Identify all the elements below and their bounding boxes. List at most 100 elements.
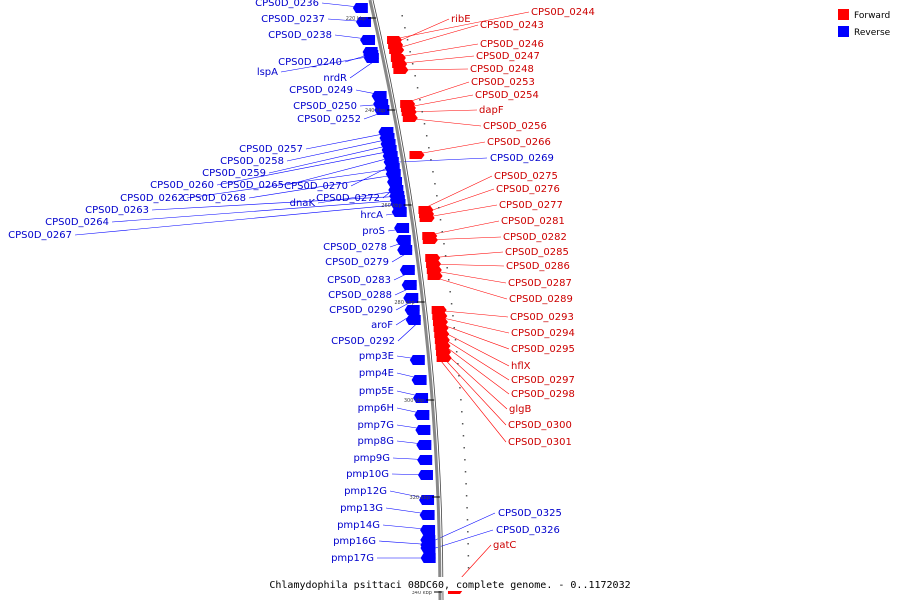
gene-label-cps0d_0277[interactable]: CPS0D_0277 <box>499 200 563 211</box>
gene-label-cps0d_0298[interactable]: CPS0D_0298 <box>511 389 575 400</box>
gene-feature-cps0d_0326[interactable] <box>420 543 436 553</box>
gene-label-pmp6h[interactable]: pmp6H <box>358 403 394 414</box>
gene-label-cps0d_0279[interactable]: CPS0D_0279 <box>325 257 389 268</box>
gene-label-cps0d_0282[interactable]: CPS0D_0282 <box>503 232 567 243</box>
gene-label-pmp8g[interactable]: pmp8G <box>357 436 394 447</box>
gene-label-cps0d_0283[interactable]: CPS0D_0283 <box>327 275 391 286</box>
gene-label-glgb[interactable]: glgB <box>509 404 531 415</box>
gene-label-nrdr[interactable]: nrdR <box>323 73 347 84</box>
gene-label-cps0d_0275[interactable]: CPS0D_0275 <box>494 171 558 182</box>
gene-feature-cps0d_0301[interactable] <box>436 354 452 362</box>
gene-label-cps0d_0268[interactable]: CPS0D_0268 <box>182 193 246 204</box>
gene-label-pmp13g[interactable]: pmp13G <box>340 503 383 514</box>
gene-label-cps0d_0240[interactable]: CPS0D_0240 <box>278 57 342 68</box>
gene-feature-nrdr[interactable] <box>363 53 379 63</box>
gene-feature-cps0d_0292[interactable] <box>405 315 421 325</box>
gene-feature-pmp8g[interactable] <box>416 440 432 450</box>
gene-feature-pmp14g[interactable] <box>420 525 436 535</box>
gene-feature-cps0d_0243[interactable] <box>389 46 405 54</box>
gene-label-cps0d_0290[interactable]: CPS0D_0290 <box>329 305 393 316</box>
gene-feature-cps0d_0283[interactable] <box>399 265 415 275</box>
gene-feature-pmp3e[interactable] <box>409 355 425 365</box>
gene-label-cps0d_0253[interactable]: CPS0D_0253 <box>471 77 535 88</box>
gene-label-cps0d_0258[interactable]: CPS0D_0258 <box>220 156 284 167</box>
gene-label-ribe[interactable]: ribE <box>451 14 471 25</box>
gene-label-cps0d_0244[interactable]: CPS0D_0244 <box>531 7 595 18</box>
gene-label-pmp12g[interactable]: pmp12G <box>344 486 387 497</box>
gene-label-cps0d_0285[interactable]: CPS0D_0285 <box>505 247 569 258</box>
gene-label-cps0d_0301[interactable]: CPS0D_0301 <box>508 437 572 448</box>
gene-feature-cps0d_0290[interactable] <box>403 293 419 303</box>
gene-label-cps0d_0325[interactable]: CPS0D_0325 <box>498 508 562 519</box>
gene-label-lspa[interactable]: lspA <box>257 67 278 78</box>
gene-label-cps0d_0249[interactable]: CPS0D_0249 <box>289 85 353 96</box>
gene-label-cps0d_0297[interactable]: CPS0D_0297 <box>511 375 575 386</box>
gene-label-cps0d_0265[interactable]: CPS0D_0265 <box>220 180 284 191</box>
gene-feature-hrca[interactable] <box>391 207 407 217</box>
gene-label-cps0d_0266[interactable]: CPS0D_0266 <box>487 137 551 148</box>
gene-feature-cps0d_0288[interactable] <box>401 280 417 290</box>
gene-label-cps0d_0286[interactable]: CPS0D_0286 <box>506 261 570 272</box>
gene-label-pmp16g[interactable]: pmp16G <box>333 536 376 547</box>
gene-label-cps0d_0260[interactable]: CPS0D_0260 <box>150 180 214 191</box>
gene-label-cps0d_0259[interactable]: CPS0D_0259 <box>202 168 266 179</box>
gene-label-cps0d_0247[interactable]: CPS0D_0247 <box>476 51 540 62</box>
gene-feature-cps0d_0238[interactable] <box>360 35 376 45</box>
gene-label-pmp4e[interactable]: pmp4E <box>359 368 394 379</box>
gene-label-pmp14g[interactable]: pmp14G <box>337 520 380 531</box>
gene-label-cps0d_0256[interactable]: CPS0D_0256 <box>483 121 547 132</box>
gene-feature-pmp4e[interactable] <box>411 375 427 385</box>
gene-feature-pmp12g[interactable] <box>419 495 435 505</box>
gene-feature-cps0d_0325[interactable] <box>420 535 436 545</box>
gene-feature-pmp13g[interactable] <box>419 510 435 520</box>
gene-label-cps0d_0293[interactable]: CPS0D_0293 <box>510 312 574 323</box>
gene-label-cps0d_0295[interactable]: CPS0D_0295 <box>511 344 575 355</box>
gene-label-cps0d_0276[interactable]: CPS0D_0276 <box>496 184 560 195</box>
gene-label-cps0d_0289[interactable]: CPS0D_0289 <box>509 294 573 305</box>
gene-label-arof[interactable]: aroF <box>371 320 393 331</box>
gene-feature-cps0d_0277[interactable] <box>419 214 435 222</box>
gene-feature-cps0d_0269[interactable] <box>383 157 399 167</box>
gene-label-cps0d_0281[interactable]: CPS0D_0281 <box>501 216 565 227</box>
gene-label-dnak[interactable]: dnaK <box>290 198 316 209</box>
gene-feature-pmp6h[interactable] <box>414 410 430 420</box>
gene-feature-cps0d_0279[interactable] <box>397 245 413 255</box>
gene-label-hrca[interactable]: hrcA <box>360 210 383 221</box>
gene-label-pmp17g[interactable]: pmp17G <box>331 553 374 564</box>
gene-label-cps0d_0236[interactable]: CPS0D_0236 <box>255 0 319 9</box>
gene-label-cps0d_0294[interactable]: CPS0D_0294 <box>511 328 575 339</box>
gene-label-pmp7g[interactable]: pmp7G <box>357 420 394 431</box>
gene-label-gatc[interactable]: gatC <box>493 540 516 551</box>
gene-label-cps0d_0263[interactable]: CPS0D_0263 <box>85 205 149 216</box>
gene-label-pmp10g[interactable]: pmp10G <box>346 469 389 480</box>
gene-feature-arof[interactable] <box>404 305 420 315</box>
gene-label-cps0d_0278[interactable]: CPS0D_0278 <box>323 242 387 253</box>
gene-feature-pmp9g[interactable] <box>417 455 433 465</box>
gene-label-cps0d_0262[interactable]: CPS0D_0262 <box>120 193 184 204</box>
gene-feature-pmp5e[interactable] <box>413 393 429 403</box>
gene-label-cps0d_0257[interactable]: CPS0D_0257 <box>239 144 303 155</box>
gene-feature-cps0d_0272[interactable] <box>387 177 403 187</box>
gene-feature-cps0d_0266[interactable] <box>409 151 425 159</box>
gene-feature-cps0d_0237[interactable] <box>356 17 372 27</box>
gene-label-cps0d_0238[interactable]: CPS0D_0238 <box>268 30 332 41</box>
gene-label-cps0d_0292[interactable]: CPS0D_0292 <box>331 336 395 347</box>
gene-label-cps0d_0252[interactable]: CPS0D_0252 <box>297 114 361 125</box>
gene-label-pmp3e[interactable]: pmp3E <box>359 351 394 362</box>
gene-label-cps0d_0264[interactable]: CPS0D_0264 <box>45 217 109 228</box>
gene-label-cps0d_0246[interactable]: CPS0D_0246 <box>480 39 544 50</box>
gene-feature-pmp10g[interactable] <box>417 470 433 480</box>
gene-label-cps0d_0288[interactable]: CPS0D_0288 <box>328 290 392 301</box>
gene-label-dapf[interactable]: dapF <box>479 105 504 116</box>
gene-feature-cps0d_0248[interactable] <box>393 66 409 74</box>
gene-feature-cps0d_0236[interactable] <box>352 3 368 13</box>
gene-feature-cps0d_0252[interactable] <box>374 105 390 115</box>
gene-feature-cps0d_0249[interactable] <box>371 91 387 101</box>
gene-feature-cps0d_0278[interactable] <box>395 235 411 245</box>
gene-feature-cps0d_0256[interactable] <box>402 114 418 122</box>
gene-label-pmp9g[interactable]: pmp9G <box>353 453 390 464</box>
gene-feature-cps0d_0289[interactable] <box>427 272 443 280</box>
gene-label-hflx[interactable]: hflX <box>511 361 531 372</box>
gene-label-cps0d_0250[interactable]: CPS0D_0250 <box>293 101 357 112</box>
gene-label-cps0d_0243[interactable]: CPS0D_0243 <box>480 20 544 31</box>
